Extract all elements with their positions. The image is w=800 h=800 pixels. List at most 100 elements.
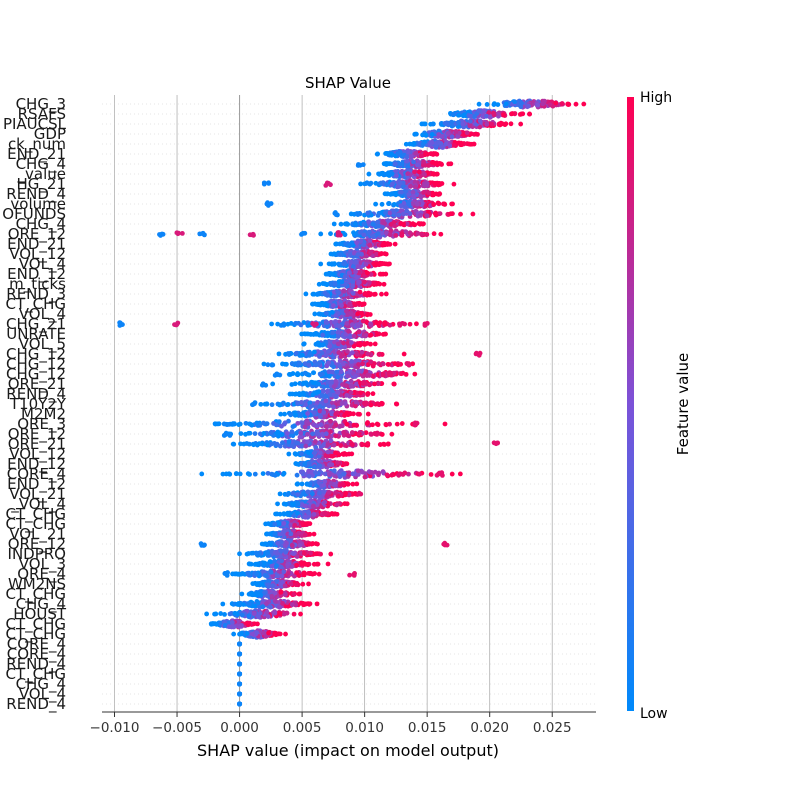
data-point xyxy=(359,311,365,316)
data-point xyxy=(420,221,426,227)
data-point xyxy=(389,472,395,478)
data-point xyxy=(422,171,427,177)
data-point xyxy=(260,471,266,476)
data-point xyxy=(366,219,372,225)
data-point xyxy=(484,102,490,107)
data-point xyxy=(303,443,309,449)
data-point xyxy=(364,421,370,426)
data-point xyxy=(327,343,333,349)
data-point xyxy=(280,440,285,446)
data-point xyxy=(466,141,472,147)
data-point xyxy=(325,441,331,447)
data-point xyxy=(426,162,431,168)
data-point xyxy=(385,172,391,177)
data-point xyxy=(449,471,455,477)
data-point xyxy=(411,222,417,228)
data-point xyxy=(424,213,430,219)
data-point xyxy=(431,202,437,207)
data-point xyxy=(312,450,318,456)
data-point xyxy=(367,242,373,248)
data-point xyxy=(227,471,233,477)
data-point xyxy=(324,282,330,287)
data-point xyxy=(320,332,326,338)
data-point xyxy=(350,283,356,289)
data-point xyxy=(365,210,371,216)
data-point xyxy=(385,261,391,267)
data-point xyxy=(251,442,256,448)
data-point xyxy=(335,289,340,295)
data-point xyxy=(305,431,310,437)
data-point xyxy=(357,368,363,374)
data-point xyxy=(375,213,381,218)
data-point xyxy=(375,422,381,428)
data-point xyxy=(338,369,344,375)
data-point xyxy=(410,189,416,195)
data-point xyxy=(315,340,321,346)
data-point xyxy=(426,209,431,215)
data-point xyxy=(407,321,413,327)
data-point xyxy=(365,441,371,446)
data-point xyxy=(404,221,410,227)
data-point xyxy=(320,342,326,348)
data-point xyxy=(407,230,413,236)
data-point xyxy=(372,291,378,297)
data-point xyxy=(353,374,358,379)
data-point xyxy=(364,312,370,318)
data-point xyxy=(508,121,514,127)
data-point xyxy=(512,99,518,105)
outlier-point xyxy=(265,362,271,368)
data-point xyxy=(476,108,482,114)
data-point xyxy=(269,402,275,408)
outlier-point xyxy=(117,323,123,328)
data-point xyxy=(415,231,421,236)
data-point xyxy=(275,429,281,435)
data-point xyxy=(321,482,327,488)
data-point xyxy=(428,472,434,477)
data-point xyxy=(433,212,439,218)
data-point xyxy=(502,122,508,128)
data-point xyxy=(349,430,355,435)
data-point xyxy=(406,201,412,207)
data-point xyxy=(384,472,390,478)
data-point xyxy=(312,464,317,470)
data-point xyxy=(335,341,341,347)
data-point xyxy=(323,310,329,316)
data-point xyxy=(353,399,359,405)
data-point xyxy=(391,381,397,387)
data-point xyxy=(346,270,352,276)
data-point xyxy=(404,154,410,160)
outlier-point xyxy=(260,381,266,387)
data-point xyxy=(365,411,371,417)
data-point xyxy=(411,159,416,165)
data-point xyxy=(356,279,361,285)
data-point xyxy=(355,252,361,258)
data-point xyxy=(333,378,339,384)
data-point xyxy=(348,383,354,389)
data-point xyxy=(361,279,367,285)
data-point xyxy=(298,430,304,436)
data-point xyxy=(289,443,295,449)
data-point xyxy=(306,473,312,479)
data-point xyxy=(427,141,433,147)
data-point xyxy=(489,121,495,127)
data-point xyxy=(349,451,355,457)
data-point xyxy=(456,112,461,118)
data-point xyxy=(259,441,265,447)
data-point xyxy=(338,443,344,448)
data-point xyxy=(349,350,355,356)
data-point xyxy=(295,372,301,378)
data-point xyxy=(350,481,356,487)
data-point xyxy=(559,101,565,106)
data-point xyxy=(328,281,333,287)
data-point xyxy=(449,134,455,140)
outlier-point xyxy=(157,232,162,237)
data-point xyxy=(333,450,338,456)
outlier-point xyxy=(495,440,500,446)
data-point xyxy=(368,359,374,365)
outlier-point xyxy=(251,232,256,238)
data-point xyxy=(472,114,477,119)
data-point xyxy=(390,181,395,187)
data-point xyxy=(420,141,426,147)
data-point xyxy=(339,303,344,308)
data-point xyxy=(415,162,420,168)
